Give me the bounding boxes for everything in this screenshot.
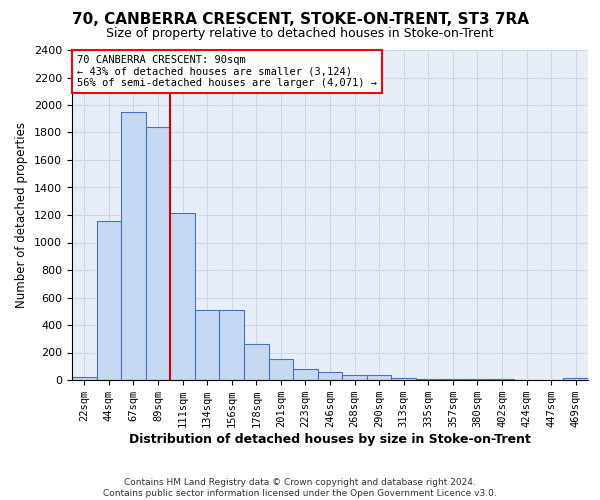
Bar	[416, 378, 440, 380]
Bar	[195, 310, 220, 380]
Bar	[170, 213, 195, 380]
Bar	[72, 376, 97, 380]
Bar	[342, 374, 367, 380]
Bar	[563, 378, 588, 380]
Bar	[293, 369, 318, 380]
Text: 70, CANBERRA CRESCENT, STOKE-ON-TRENT, ST3 7RA: 70, CANBERRA CRESCENT, STOKE-ON-TRENT, S…	[71, 12, 529, 28]
Bar	[440, 379, 465, 380]
X-axis label: Distribution of detached houses by size in Stoke-on-Trent: Distribution of detached houses by size …	[129, 433, 531, 446]
Bar	[121, 112, 146, 380]
Bar	[367, 374, 391, 380]
Bar	[391, 378, 416, 380]
Bar	[97, 221, 121, 380]
Bar	[146, 127, 170, 380]
Text: Size of property relative to detached houses in Stoke-on-Trent: Size of property relative to detached ho…	[106, 28, 494, 40]
Text: Contains HM Land Registry data © Crown copyright and database right 2024.
Contai: Contains HM Land Registry data © Crown c…	[103, 478, 497, 498]
Y-axis label: Number of detached properties: Number of detached properties	[16, 122, 28, 308]
Bar	[318, 372, 342, 380]
Text: 70 CANBERRA CRESCENT: 90sqm
← 43% of detached houses are smaller (3,124)
56% of : 70 CANBERRA CRESCENT: 90sqm ← 43% of det…	[77, 55, 377, 88]
Bar	[269, 360, 293, 380]
Bar	[244, 344, 269, 380]
Bar	[220, 310, 244, 380]
